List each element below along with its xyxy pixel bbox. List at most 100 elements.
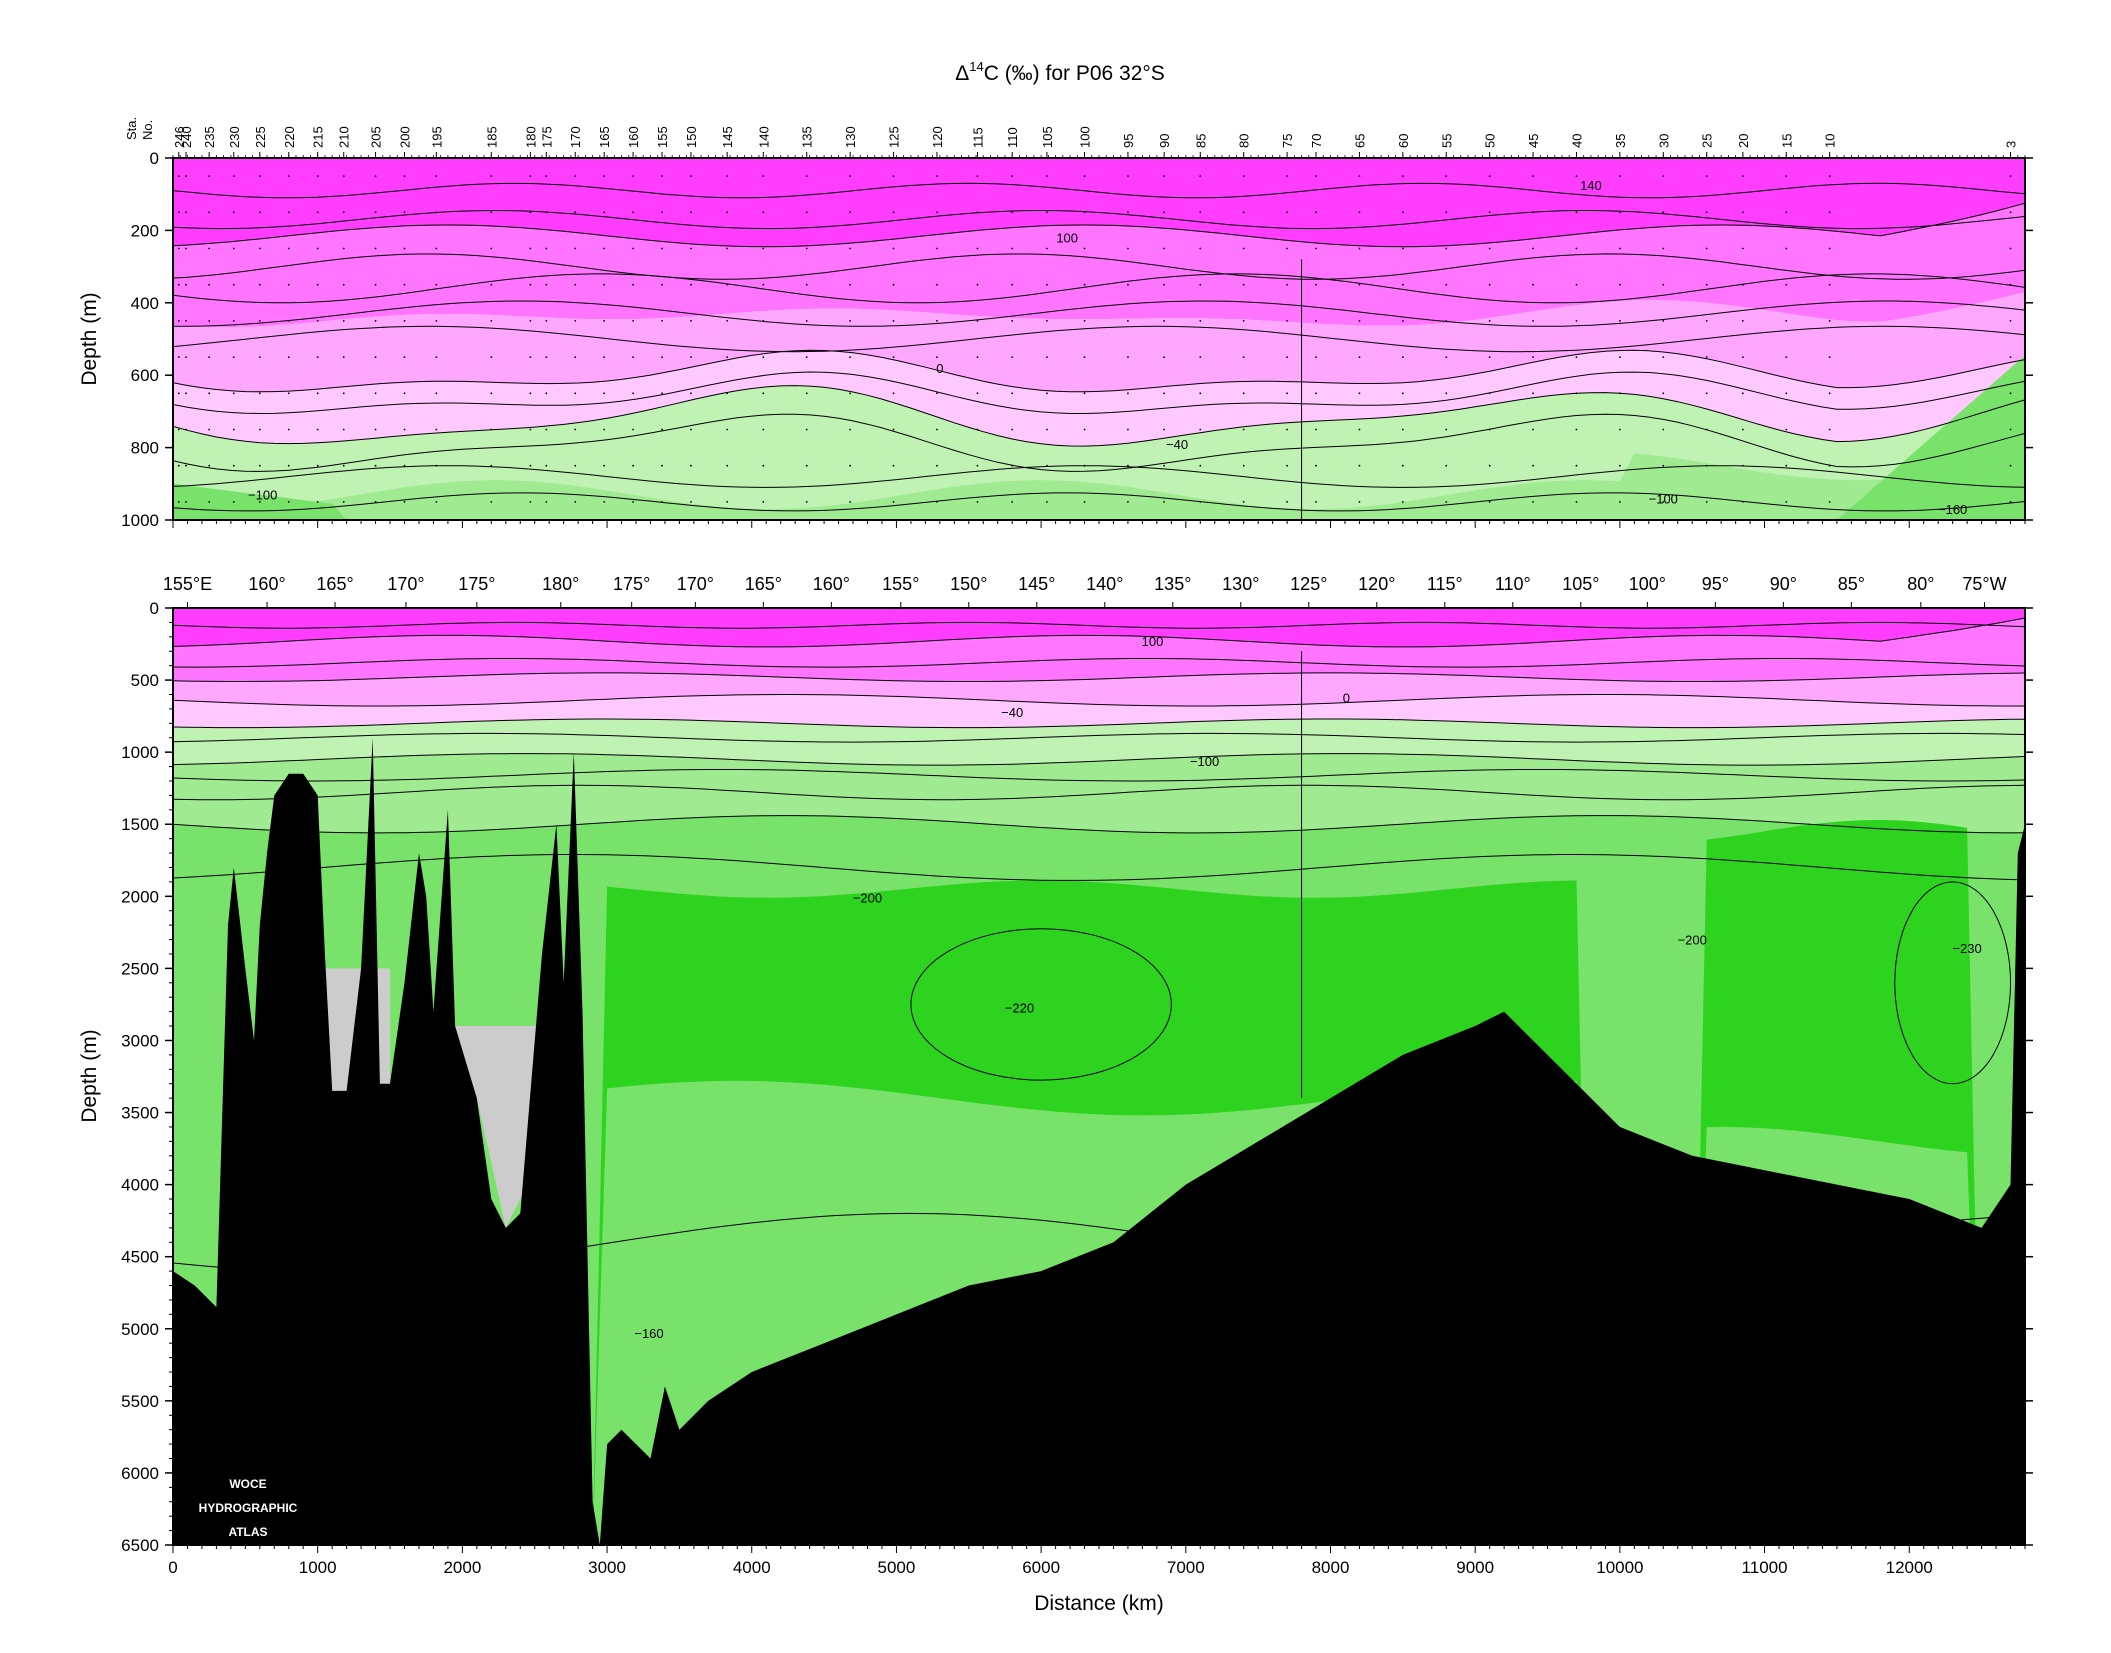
upper-sample-dot-44 [1705, 501, 1708, 503]
upper-contour-1 [173, 182, 2025, 199]
upper-contour-12 [173, 465, 2025, 488]
upper-sample-dot-11 [435, 175, 438, 178]
station-label: 80 [1237, 134, 1252, 148]
upper-sample-dot-15 [574, 247, 577, 250]
upper-sample-dot-5 [258, 320, 261, 322]
upper-sample-dot-46 [1785, 392, 1788, 395]
upper-sample-dot-3 [208, 283, 211, 286]
upper-sample-dot-17 [632, 464, 635, 467]
upper-sample-dot-16 [603, 320, 606, 322]
station-label: 220 [282, 126, 297, 148]
upper-sample-dot-28 [1046, 175, 1048, 178]
upper-sample-dot-18 [661, 428, 663, 431]
upper-sample-dot-18 [661, 464, 663, 467]
upper-sample-dot-33 [1242, 392, 1245, 395]
longitude-label: 90° [1770, 574, 1797, 594]
lower-contour-labels: 100 0 −40 −100 −200 −220 −200 −230 −160 [634, 634, 1981, 1341]
upper-sample-dot-11 [435, 247, 438, 250]
upper-sample-dot-41 [1575, 392, 1578, 395]
upper-sample-dot-48 [2009, 175, 2012, 178]
upper-sample-dot-45 [1741, 356, 1744, 358]
upper-sample-dot-20 [726, 320, 729, 322]
station-label: 90 [1157, 134, 1172, 148]
upper-sample-dot-9 [374, 428, 377, 431]
upper-sample-dot-36 [1358, 356, 1361, 358]
upper-sample-dot-29 [1083, 356, 1086, 358]
upper-sample-dot-20 [726, 501, 729, 503]
lower-y-tick-label: 4500 [121, 1248, 159, 1267]
longitude-label: 115° [1427, 574, 1463, 594]
contour-label: 0 [936, 361, 943, 376]
upper-sample-dot-23 [849, 392, 852, 395]
upper-sample-dot-48 [2009, 283, 2012, 286]
upper-sample-dot-2 [185, 320, 187, 322]
upper-sample-dot-22 [805, 283, 808, 286]
upper-band-1 [173, 158, 2025, 247]
upper-sample-dot-43 [1662, 175, 1665, 178]
upper-sample-dot-34 [1286, 356, 1288, 358]
upper-sample-dot-37 [1401, 392, 1404, 395]
station-label: 210 [337, 126, 352, 148]
upper-sample-dot-9 [374, 356, 377, 358]
upper-sample-dot-6 [287, 501, 290, 503]
upper-contour-10 [173, 385, 2025, 447]
upper-sample-dot-48 [2009, 501, 2012, 503]
upper-sample-dot-10 [403, 392, 406, 395]
upper-sample-dot-17 [632, 320, 635, 322]
upper-sample-dot-16 [603, 175, 606, 178]
lower-band-4 [173, 694, 2025, 728]
upper-sample-dot-6 [287, 356, 290, 358]
upper-sample-dot-39 [1488, 464, 1491, 467]
upper-sample-dot-1 [177, 428, 180, 431]
upper-sample-dot-14 [545, 464, 548, 467]
upper-sample-dot-19 [690, 428, 692, 431]
upper-sample-dot-32 [1199, 392, 1202, 395]
upper-sample-dot-28 [1046, 283, 1048, 286]
upper-sample-dot-2 [185, 392, 187, 395]
upper-sample-dot-7 [316, 247, 319, 250]
station-label: 205 [369, 126, 384, 148]
upper-sample-dot-22 [805, 428, 808, 431]
upper-sample-dot-35 [1315, 464, 1317, 467]
upper-sample-dot-24 [892, 356, 895, 358]
upper-sample-dot-13 [529, 501, 532, 503]
longitude-label: 75°W [1962, 574, 2006, 594]
upper-sample-dot-12 [490, 464, 493, 467]
upper-sample-dot-11 [435, 320, 438, 322]
upper-sample-dot-7 [316, 392, 319, 395]
upper-sample-dot-38 [1445, 464, 1448, 467]
upper-sample-dot-35 [1315, 211, 1317, 214]
upper-band-2 [173, 203, 2025, 328]
upper-sample-dot-24 [892, 320, 895, 322]
upper-sample-dot-35 [1315, 428, 1317, 431]
upper-sample-dot-37 [1401, 320, 1404, 322]
upper-sample-dot-38 [1445, 283, 1448, 286]
upper-sample-dot-22 [805, 392, 808, 395]
upper-sample-dot-22 [805, 175, 808, 178]
upper-sample-dot-3 [208, 175, 211, 178]
station-label: 120 [930, 126, 945, 148]
upper-sample-dot-11 [435, 428, 438, 431]
upper-sample-dot-20 [726, 464, 729, 467]
upper-sample-dot-15 [574, 356, 577, 358]
upper-sample-dot-36 [1358, 211, 1361, 214]
station-axis-title-sta: Sta. [124, 117, 139, 140]
upper-sample-dot-11 [435, 464, 438, 467]
upper-sample-dot-22 [805, 501, 808, 503]
upper-sample-dot-32 [1199, 211, 1202, 214]
upper-sample-dot-23 [849, 247, 852, 250]
upper-sample-dot-16 [603, 392, 606, 395]
upper-sample-dot-36 [1358, 175, 1361, 178]
upper-sample-dot-18 [661, 501, 663, 503]
upper-sample-dot-17 [632, 283, 635, 286]
lower-x-tick-label: 9000 [1456, 1558, 1494, 1577]
upper-sample-dot-26 [976, 283, 979, 286]
upper-sample-dot-33 [1242, 175, 1245, 178]
lower-contour-9 [173, 769, 2025, 782]
upper-sample-dot-40 [1532, 428, 1534, 431]
upper-sample-dot-4 [232, 175, 235, 178]
station-label: 145 [720, 126, 735, 148]
upper-sample-dot-9 [374, 464, 377, 467]
longitude-label: 105° [1562, 574, 1599, 594]
